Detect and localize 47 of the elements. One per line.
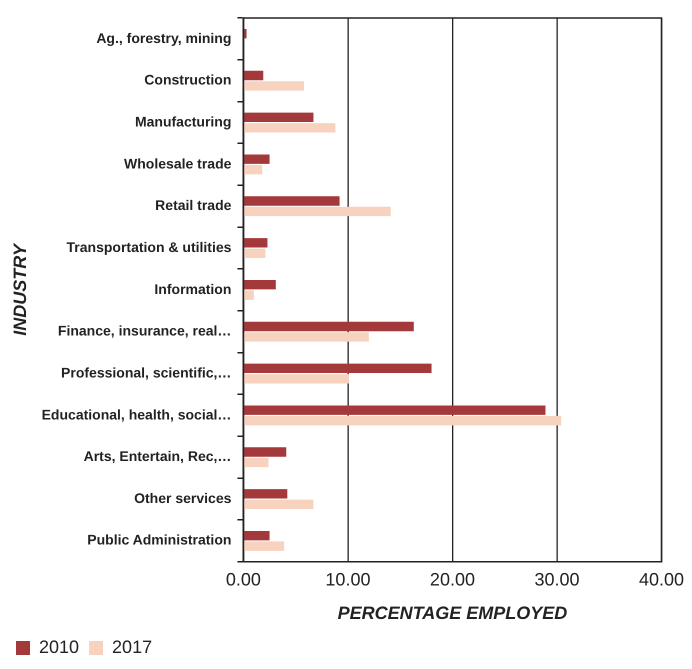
bar <box>244 196 340 206</box>
y-tick-label: Professional, scientific,… <box>61 364 232 380</box>
x-axis-title: PERCENTAGE EMPLOYED <box>338 603 568 624</box>
y-tick-label: Wholesale trade <box>124 155 232 172</box>
bar <box>244 530 270 540</box>
bar <box>244 280 276 290</box>
legend-label: 2017 <box>112 636 152 657</box>
bar <box>244 364 432 374</box>
x-tick-label: 20.00 <box>430 570 475 590</box>
bar <box>244 81 304 91</box>
x-tick-label: 40.00 <box>638 570 684 590</box>
y-tick-label: Manufacturing <box>134 113 232 130</box>
bar <box>244 374 349 384</box>
y-tick-label: Educational, health, social… <box>42 406 232 422</box>
bar <box>244 248 266 258</box>
bar <box>244 332 369 342</box>
bar <box>244 405 546 415</box>
bar <box>244 416 562 426</box>
bar <box>244 290 254 300</box>
bar <box>244 500 314 509</box>
x-tick-label: 30.00 <box>534 570 580 590</box>
y-tick-label: Construction <box>144 72 232 88</box>
bar <box>244 458 269 468</box>
bar <box>244 70 264 80</box>
bar <box>244 112 314 122</box>
bar <box>244 154 270 164</box>
bar <box>244 123 336 133</box>
y-axis-title: INDUSTRY <box>10 242 30 336</box>
x-tick-label: 10.00 <box>325 570 370 590</box>
bar <box>244 28 247 38</box>
y-tick-label: Other services <box>134 490 232 506</box>
legend-label: 2010 <box>39 636 80 657</box>
bar <box>244 541 284 551</box>
y-tick-label: Arts, Entertain, Rec,… <box>84 448 232 464</box>
y-tick-label: Information <box>154 280 232 297</box>
y-tick-label: Public Administration <box>87 532 232 548</box>
y-tick-label: Retail trade <box>155 197 232 214</box>
y-tick-label: Ag., forestry, mining <box>96 30 232 46</box>
y-tick-label: Transportation & utilities <box>66 238 232 255</box>
bar <box>244 164 262 174</box>
bar <box>244 447 286 457</box>
bar <box>244 489 288 499</box>
x-tick-label: 0.00 <box>226 570 261 590</box>
bar <box>244 206 391 216</box>
bar <box>244 322 414 332</box>
bar <box>244 238 268 248</box>
y-tick-label: Finance, insurance, real… <box>58 322 232 339</box>
